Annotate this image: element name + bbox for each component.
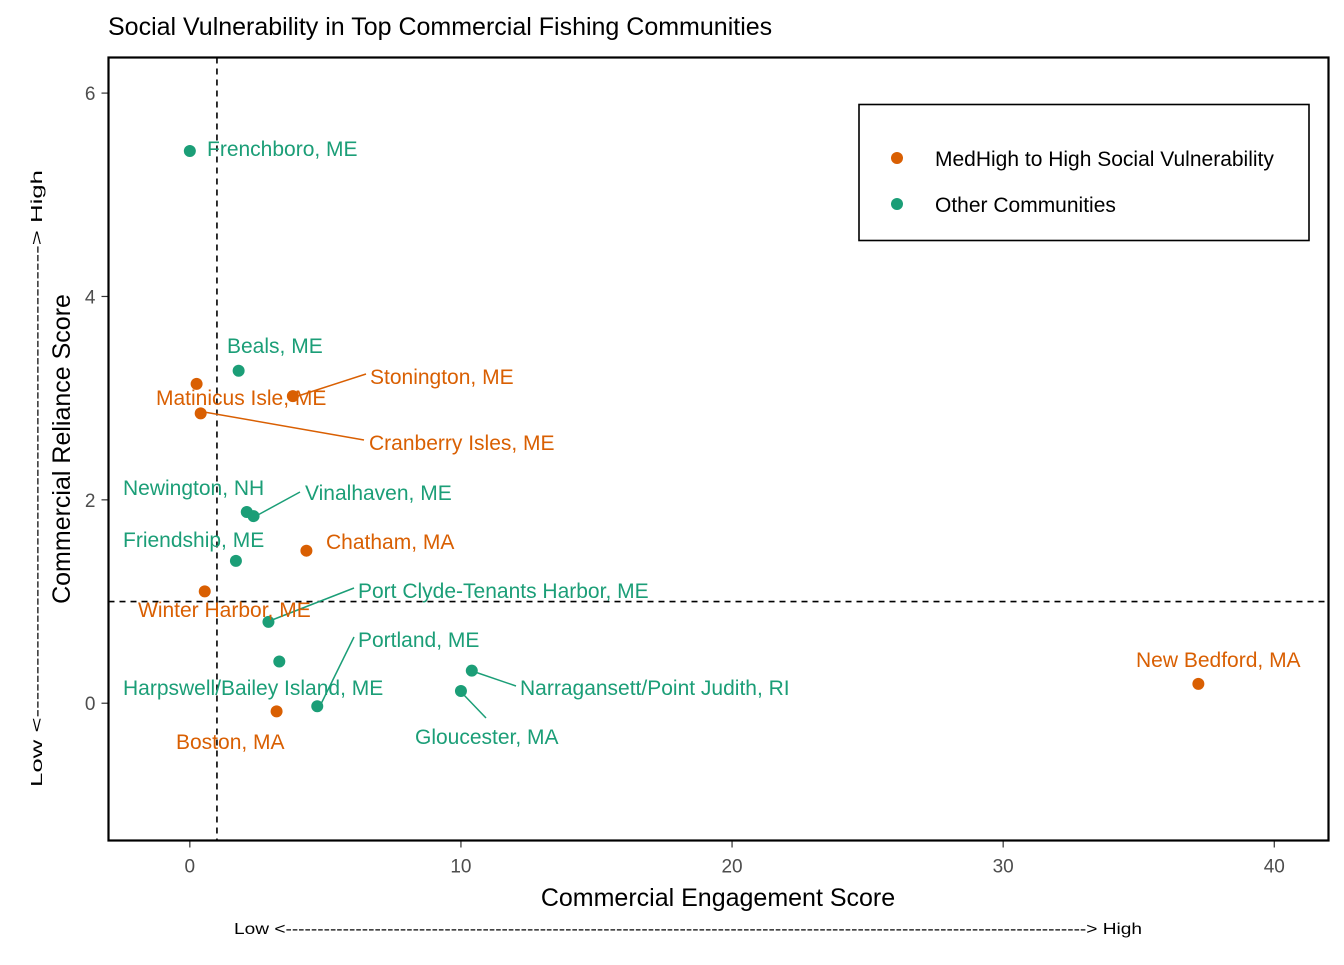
data-point — [232, 364, 245, 377]
label-leader-line — [255, 491, 301, 517]
data-point — [190, 377, 203, 390]
reference-lines — [108, 57, 1329, 841]
data-point — [273, 655, 286, 668]
label-leader-line — [319, 636, 355, 707]
point-label: Vinalhaven, ME — [305, 482, 452, 505]
legend-label: Other Communities — [935, 194, 1116, 217]
y-tick-label: 4 — [85, 287, 96, 308]
label-leader-line — [297, 373, 367, 397]
point-label: Port Clyde-Tenants Harbor, ME — [358, 580, 649, 603]
legend: MedHigh to High Social Vulnerability Othe… — [858, 103, 1310, 242]
x-tick-label: 10 — [450, 857, 471, 878]
x-tick-label: 20 — [721, 857, 742, 878]
plot-panel-border — [107, 56, 1330, 842]
point-label: Friendship, ME — [123, 529, 264, 552]
label-leader-line — [271, 587, 355, 621]
data-points — [183, 145, 1205, 718]
data-point — [286, 390, 299, 403]
legend-label: MedHigh to High Social Vulnerability — [935, 148, 1274, 171]
y-tick-label: 2 — [85, 491, 96, 512]
data-point — [311, 700, 324, 713]
point-label: Stonington, ME — [370, 366, 514, 389]
point-label: Boston, MA — [176, 731, 285, 754]
legend-marker — [891, 198, 903, 210]
data-point — [270, 705, 283, 718]
data-point — [465, 664, 478, 677]
data-point — [262, 615, 275, 628]
point-label: Gloucester, MA — [415, 726, 559, 749]
y-tick-label: 6 — [85, 84, 96, 105]
point-label: Beals, ME — [227, 335, 323, 358]
point-labels: Stonington, ME Matinicus Isle, ME Cranberr… — [123, 138, 1301, 754]
point-label: Winter Harbor, ME — [138, 599, 311, 622]
label-leader-lines — [203, 373, 517, 719]
x-axis-title: Commercial Engagement Score — [541, 884, 895, 912]
point-label: Harpswell/Bailey Island, ME — [123, 677, 383, 700]
point-label: Narragansett/Point Judith, RI — [520, 677, 790, 700]
legend-marker — [891, 152, 903, 164]
data-point — [247, 510, 260, 523]
point-label: Newington, NH — [123, 477, 264, 500]
axes: 0 10 20 30 40 0 2 4 6 — [85, 84, 1285, 877]
data-point — [183, 145, 196, 158]
point-label: Cranberry Isles, ME — [369, 432, 555, 455]
y-axis-title: Commercial Reliance Score — [48, 294, 76, 604]
point-label: Matinicus Isle, ME — [156, 387, 326, 410]
data-point — [1192, 677, 1205, 690]
point-label: Portland, ME — [358, 629, 479, 652]
data-point — [229, 554, 242, 567]
x-axis-low-high-annotation: Low <-----------------------------------… — [234, 921, 1142, 938]
x-tick-label: 0 — [185, 857, 196, 878]
label-leader-line — [474, 671, 517, 687]
point-label: Frenchboro, ME — [207, 138, 358, 161]
y-tick-label: 0 — [85, 694, 96, 715]
point-label: New Bedford, MA — [1136, 649, 1301, 672]
data-point — [454, 685, 467, 698]
data-point — [194, 407, 207, 420]
point-label: Chatham, MA — [326, 531, 454, 554]
y-axis-low-high-annotation: Low <-----------------------------------… — [29, 170, 46, 787]
x-tick-label: 30 — [993, 857, 1014, 878]
x-tick-label: 40 — [1264, 857, 1285, 878]
label-leader-line — [203, 411, 365, 441]
chart-title: Social Vulnerability in Top Commercial F… — [108, 13, 772, 41]
data-point — [300, 544, 313, 557]
label-leader-line — [462, 693, 487, 719]
data-point — [198, 585, 211, 598]
legend-box — [858, 103, 1310, 242]
